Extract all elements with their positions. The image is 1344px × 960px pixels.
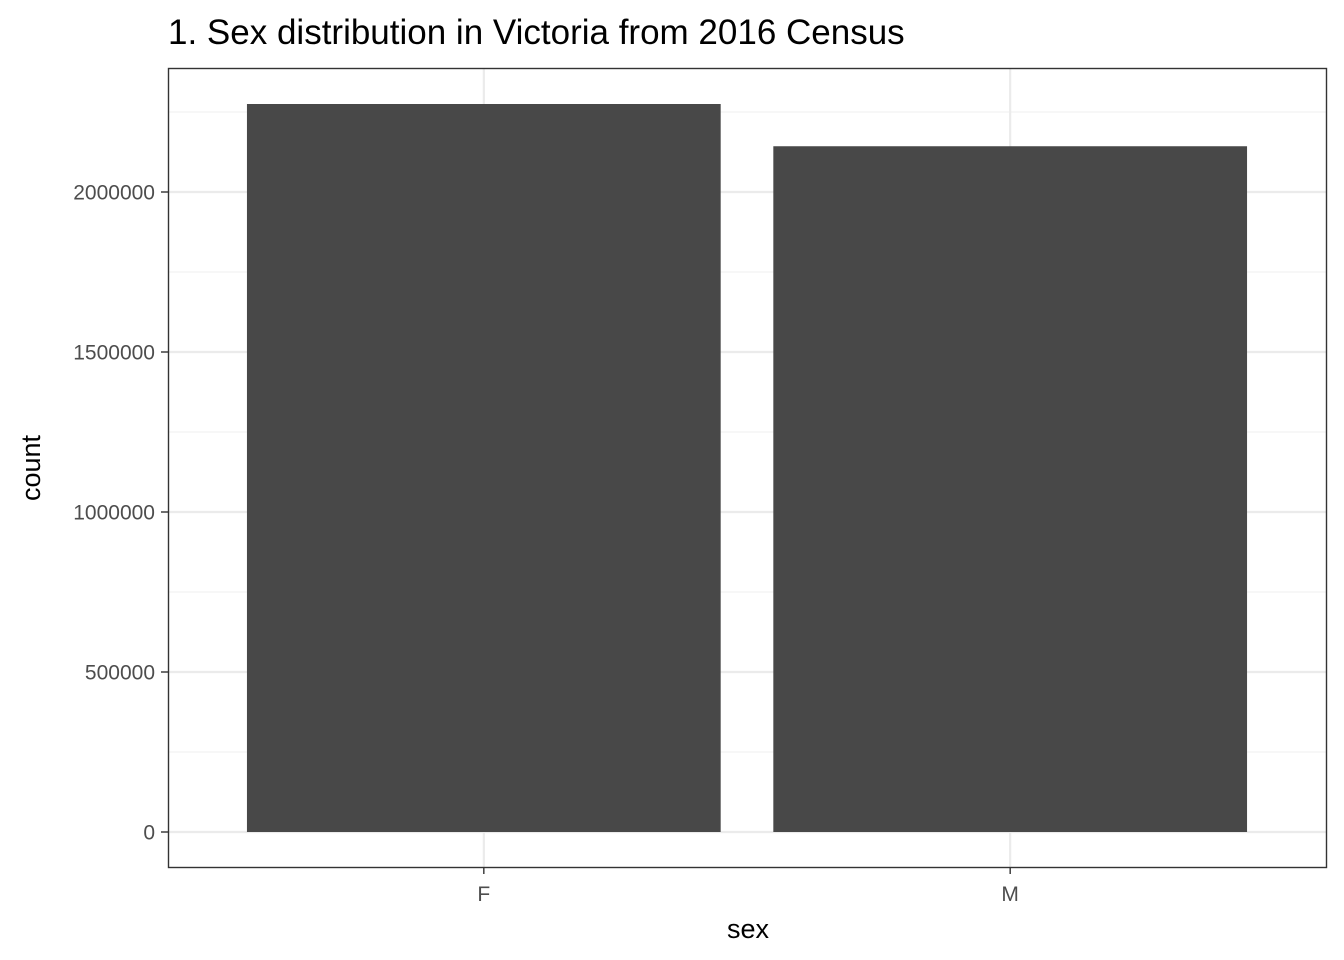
y-tick-label: 0 (143, 822, 155, 845)
panel-border (167, 67, 1328, 869)
chart-title: 1. Sex distribution in Victoria from 201… (168, 13, 905, 52)
y-axis: 0 500000 1000000 1500000 2000000 (73, 182, 168, 845)
y-axis-title: count (16, 434, 46, 501)
bars (246, 104, 1248, 833)
bar-M (773, 146, 1248, 833)
y-tick-label: 500000 (85, 662, 155, 685)
y-tick-label: 1500000 (73, 342, 155, 365)
x-tick-label: M (1001, 883, 1019, 906)
x-tick-label: F (477, 883, 490, 906)
y-tick-label: 1000000 (73, 502, 155, 525)
x-axis-title: sex (727, 914, 770, 944)
y-tick-label: 2000000 (73, 182, 155, 205)
bar-F (246, 104, 721, 832)
